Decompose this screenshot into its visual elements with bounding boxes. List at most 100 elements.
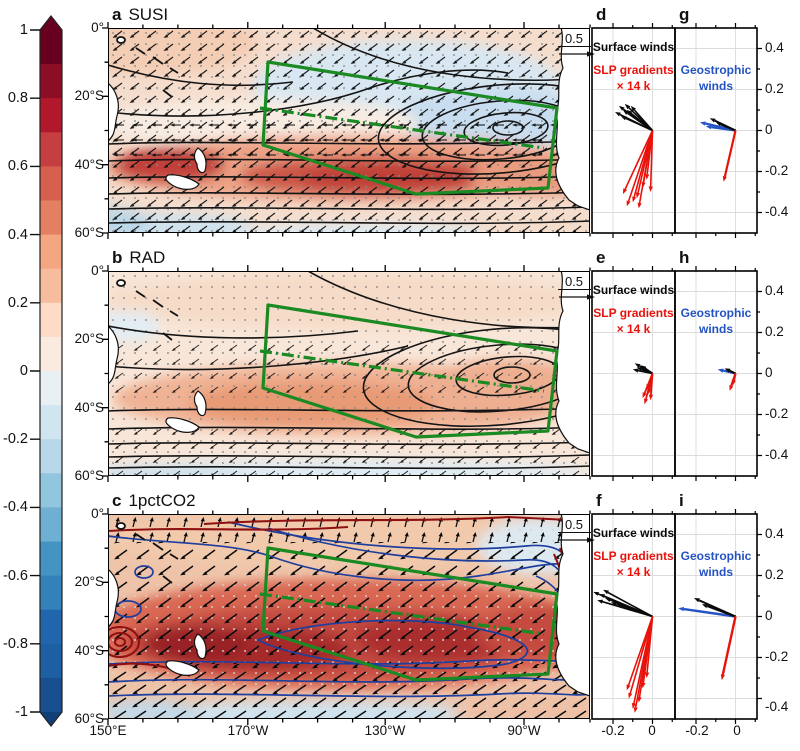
legend-surface-winds: Surface winds [592,40,675,54]
y-value-label: 0 [765,122,773,137]
axis-ticks [695,23,762,238]
legend-geostrophic: Geostrophic [680,549,752,563]
quiver-panel-e [591,266,676,481]
slp-contours [108,271,590,470]
legend-slp-gradients: SLP gradients [593,306,674,320]
analysis-region-box [259,546,559,682]
y-value-label: -0.4 [765,204,789,219]
map-b-content [108,271,590,476]
x-value-label: 0 [648,723,656,738]
colorbar-tick-label: 0.4 [7,227,28,243]
legend-slp-scale: × 14 k [616,565,651,579]
reference-arrow: 0.5 [558,31,595,57]
slp-contours [108,28,590,225]
legend-geostrophic-2: winds [698,322,733,336]
gridlines [675,271,757,476]
map-panel-title-a: a SUSI [112,4,168,26]
y-value-label: 0 [765,608,773,623]
new-zealand-south-island [165,660,200,676]
map-axis-ticks [102,508,591,725]
colorbar-tick-label: -0.6 [3,568,28,584]
axis-ticks [695,509,762,724]
reference-arrow: 0.5 [558,517,595,543]
legend-slp-scale: × 14 k [616,79,651,93]
gridlines [592,28,675,233]
lat-label: 0° [91,20,104,35]
x-value-label: -0.2 [685,723,709,738]
y-value-label: 0 [765,365,773,380]
y-value-label: -0.4 [765,447,789,462]
analysis-region-box [259,303,559,439]
pacific-islands [116,279,179,341]
lon-label: 170°W [227,723,269,738]
legend-geostrophic-2: winds [698,79,733,93]
wind-vector-field [108,339,590,394]
colorbar-ticks [30,29,40,713]
reference-arrow-label: 0.5 [565,517,583,532]
map-panel-title-b: b RAD [112,247,165,269]
axis-ticks [612,266,673,481]
colorbar [30,15,63,727]
lon-label: 130°W [364,723,406,738]
panel-name: SUSI [128,5,169,24]
colorbar-tick-label: 0 [19,363,28,379]
quiver-panel-letter-d: d [596,5,607,24]
lat-label: 0° [91,263,104,278]
lon-label: 90°W [507,723,541,738]
map-panel-title-c: c 1pctCO2 [112,490,196,512]
map-panel-b: 0.5 [102,265,595,482]
quiver-panel-letter-e: e [596,248,606,267]
lat-label: 0° [91,506,104,521]
australia-coast [108,325,119,385]
map-axis-ticks [102,265,591,482]
axis-ticks [695,266,762,481]
y-value-label: -0.2 [765,649,789,664]
legend-slp-scale: × 14 k [616,322,651,336]
quiver-panel-f [591,509,676,724]
reference-arrow-label: 0.5 [565,31,583,46]
reference-arrow-label: 0.5 [565,274,583,289]
legend-surface-winds: Surface winds [592,283,675,297]
panel-name: RAD [129,248,166,267]
lat-label: 20°S [74,574,104,589]
legend-slp-gradients: SLP gradients [593,549,674,563]
reference-arrow: 0.5 [558,274,595,300]
gridlines [675,28,757,233]
wind-vector-field-equatorial [108,514,590,542]
gridlines [592,514,675,719]
panel-letter: a [112,5,122,24]
colorbar-tick-label: -1 [15,704,28,720]
colorbar-tick-label: 0.8 [7,90,28,106]
lat-label: 40°S [74,400,104,415]
lat-label: 20°S [74,331,104,346]
colorbar-tick-label: 1 [19,22,28,38]
lon-label: 150°E [89,723,127,738]
panel-name: 1pctCO2 [128,491,196,510]
colorbar-tick-label: -0.8 [3,636,28,652]
y-value-label: 0.4 [765,283,784,298]
colorbar-tick-label: 0.6 [7,158,28,174]
y-value-label: -0.4 [765,699,789,714]
map-a-content [108,28,590,233]
colorbar-bottom-cap [40,712,62,726]
map-panel-a: 0.5 [102,22,595,239]
axis-ticks [612,509,673,724]
map-c-content [108,514,590,719]
analysis-region-box [259,60,559,196]
quiver-panel-h [674,266,762,481]
y-value-label: -0.2 [765,406,789,421]
coastlines [108,271,590,454]
quiver-panel-letter-i: i [679,491,684,510]
y-value-label: 0.4 [765,40,784,55]
legend-geostrophic-2: winds [698,565,733,579]
australia-coast [108,568,119,628]
quiver-panel-d [591,23,676,238]
panel-letter: c [112,491,122,510]
legend-surface-winds: Surface winds [592,526,675,540]
legend-geostrophic: Geostrophic [680,63,752,77]
colorbar-top-cap [40,16,62,30]
new-zealand-north-island [193,390,207,417]
lat-label: 20°S [74,88,104,103]
colorbar-tick-label: -0.4 [3,499,28,515]
x-value-label: -0.2 [601,723,625,738]
